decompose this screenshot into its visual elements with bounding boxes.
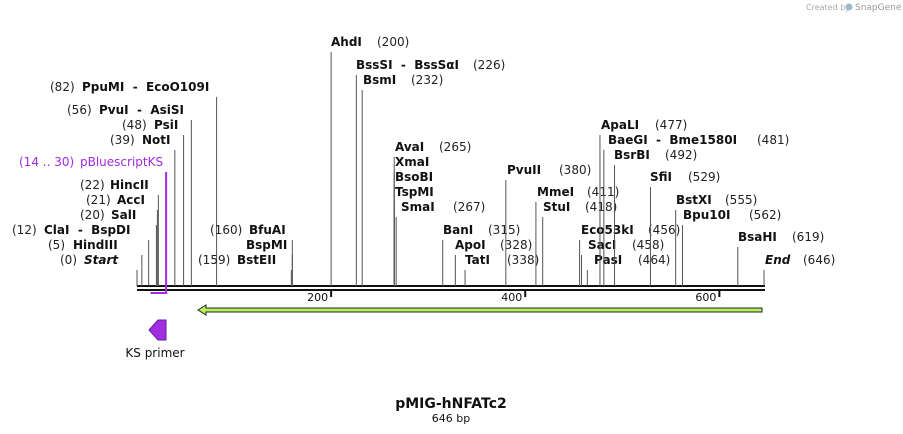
- title: pMIG-hNFATc2: [395, 396, 507, 412]
- site-name: SfiI: [650, 170, 672, 184]
- site-name: Bpu10I: [683, 208, 730, 222]
- site-position: (267): [453, 200, 485, 214]
- site-position: (529): [688, 170, 720, 184]
- site-name: BstXI: [676, 193, 712, 207]
- site-name: AccI: [117, 193, 145, 207]
- site-position: (5): [48, 238, 65, 252]
- site-position: (0): [60, 253, 77, 267]
- site-position: (48): [122, 118, 147, 132]
- site-position: (646): [803, 253, 835, 267]
- credit-brand: SnapGene: [855, 3, 902, 13]
- site-name: PvuI - AsiSI: [99, 103, 184, 117]
- site-position: (20): [80, 208, 105, 222]
- site-name: XmaI: [395, 155, 429, 169]
- site-name: BfuAI: [249, 223, 286, 237]
- site-name: NotI: [142, 133, 171, 147]
- credit-prefix: Created by: [806, 3, 850, 12]
- site-position: (481): [757, 133, 789, 147]
- site-name: HindIII: [73, 238, 118, 252]
- site-position: (39): [110, 133, 135, 147]
- site-name: BstEII: [237, 253, 276, 267]
- subtitle: 646 bp: [432, 412, 470, 425]
- site-name: BspMI: [246, 238, 287, 252]
- logo: [845, 3, 853, 11]
- site-name: AvaI: [395, 140, 424, 154]
- site-name: PsiI: [154, 118, 178, 132]
- site-position: (160): [210, 223, 242, 237]
- site-name: BaeGI - Bme1580I: [608, 133, 737, 147]
- site-position: (200): [377, 35, 409, 49]
- site-name: BssSI - BssSαI: [356, 58, 459, 72]
- site-position: (619): [792, 230, 824, 244]
- primer-site-line: [150, 172, 168, 294]
- site-position: (477): [655, 118, 687, 132]
- site-name: HincII: [110, 178, 149, 192]
- site-position: (492): [665, 148, 697, 162]
- site-position: (226): [473, 58, 505, 72]
- site-name: PvuII: [507, 163, 541, 177]
- site-name: ApaLI: [601, 118, 639, 132]
- primer-site-name: pBluescriptKS: [80, 155, 163, 169]
- site-position: (562): [749, 208, 781, 222]
- site-name: BsmI: [363, 73, 396, 87]
- site-position: (21): [86, 193, 111, 207]
- site-position: (315): [488, 223, 520, 237]
- site-position: (380): [559, 163, 591, 177]
- site-name: MmeI: [537, 185, 574, 199]
- site-name: TspMI: [395, 185, 434, 199]
- site-position: (456): [648, 223, 680, 237]
- site-name: SmaI: [401, 200, 435, 214]
- site-name: Start: [84, 253, 119, 267]
- site-name: SalI: [111, 208, 136, 222]
- site-position: (159): [198, 253, 230, 267]
- primer-arrow: [148, 319, 167, 341]
- site-position: (328): [500, 238, 532, 252]
- site-name: PpuMI - EcoO109I: [82, 80, 209, 94]
- site-position: (82): [50, 80, 75, 94]
- site-position: (56): [67, 103, 92, 117]
- site-position: (12): [12, 223, 37, 237]
- site-name: BsoBI: [395, 170, 433, 184]
- site-name: SacI: [588, 238, 616, 252]
- site-position: (464): [638, 253, 670, 267]
- site-position: (411): [587, 185, 619, 199]
- scale-label: 600: [695, 291, 716, 304]
- site-name: PasI: [594, 253, 622, 267]
- site-position: (458): [632, 238, 664, 252]
- site-name: BsrBI: [614, 148, 650, 162]
- site-name: AhdI: [331, 35, 362, 49]
- site-name: Eco53kI: [581, 223, 634, 237]
- site-name: ClaI - BspDI: [44, 223, 130, 237]
- site-name: ApoI: [455, 238, 486, 252]
- site-position: (232): [411, 73, 443, 87]
- primer-label: KS primer: [125, 346, 184, 360]
- site-name: End: [765, 253, 791, 267]
- scale-label: 200: [307, 291, 328, 304]
- site-name: StuI: [543, 200, 570, 214]
- feature-arrow: [197, 304, 763, 316]
- site-name: TatI: [465, 253, 490, 267]
- site-name: BsaHI: [738, 230, 777, 244]
- scale-label: 400: [501, 291, 522, 304]
- primer-site-range: (14 .. 30): [19, 155, 74, 169]
- site-position: (555): [725, 193, 757, 207]
- site-position: (338): [507, 253, 539, 267]
- site-position: (265): [439, 140, 471, 154]
- site-position: (418): [585, 200, 617, 214]
- site-position: (22): [80, 178, 105, 192]
- site-name: BanI: [443, 223, 473, 237]
